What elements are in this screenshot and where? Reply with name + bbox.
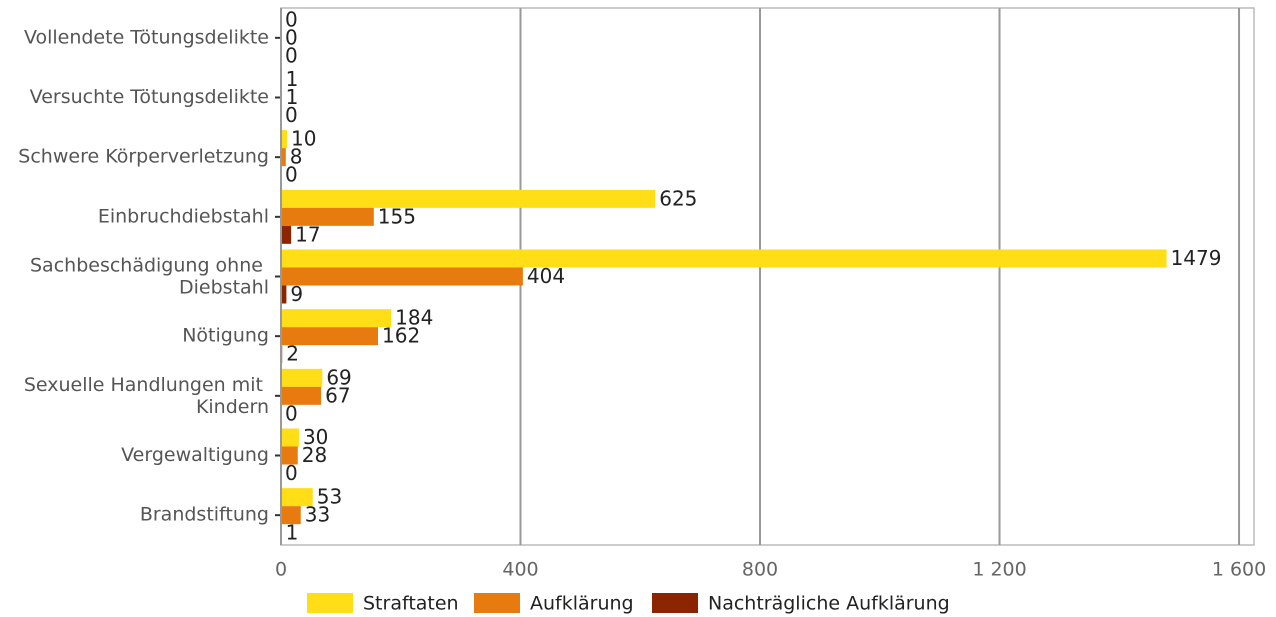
y-tick-label: Schwere Körperverletzung xyxy=(18,146,269,168)
value-label: 162 xyxy=(382,324,420,348)
x-tick-label: 0 xyxy=(275,559,287,581)
legend-label: Straftaten xyxy=(363,593,459,615)
value-label: 625 xyxy=(659,186,697,210)
value-label: 10 xyxy=(291,127,316,151)
y-tick-label: Versuchte Tötungsdelikte xyxy=(30,86,269,108)
value-label: 0 xyxy=(285,103,298,127)
y-tick-label: Brandstiftung xyxy=(140,504,269,526)
value-label: 0 xyxy=(285,461,298,485)
bar xyxy=(281,207,374,226)
legend-swatch xyxy=(307,593,353,613)
value-label: 8 xyxy=(290,145,303,169)
y-tick-label: Sachbeschädigung ohne Diebstahl xyxy=(30,254,269,298)
value-label: 0 xyxy=(285,43,298,67)
value-label: 28 xyxy=(302,443,327,467)
value-label: 1 xyxy=(286,67,299,91)
value-label: 67 xyxy=(325,383,350,407)
value-label: 1 xyxy=(286,521,299,545)
x-tick-label: 1 200 xyxy=(972,559,1026,581)
bar xyxy=(281,249,1167,268)
bar xyxy=(281,428,299,447)
bar xyxy=(281,446,298,465)
x-tick-label: 800 xyxy=(742,559,778,581)
value-label: 69 xyxy=(326,365,351,389)
bar xyxy=(281,267,523,286)
bar xyxy=(281,285,287,304)
legend-swatch xyxy=(474,593,520,613)
bar xyxy=(281,130,287,149)
value-label: 155 xyxy=(378,204,416,228)
value-label: 33 xyxy=(305,503,330,527)
bar xyxy=(281,189,656,208)
value-label: 0 xyxy=(285,25,298,49)
legend-swatch xyxy=(652,593,698,613)
value-label: 1 xyxy=(286,85,299,109)
value-label: 30 xyxy=(303,425,328,449)
value-label: 9 xyxy=(290,282,303,306)
value-label: 1479 xyxy=(1171,246,1222,270)
value-label: 2 xyxy=(286,342,299,366)
bar xyxy=(281,368,323,387)
bar xyxy=(281,488,313,507)
value-label: 0 xyxy=(285,401,298,425)
value-label: 17 xyxy=(295,222,320,246)
y-tick-label: Nötigung xyxy=(182,325,269,347)
value-label: 184 xyxy=(395,306,433,330)
bar xyxy=(281,225,292,244)
bar xyxy=(281,327,379,346)
value-label: 53 xyxy=(317,485,342,509)
x-tick-label: 1 600 xyxy=(1212,559,1266,581)
value-label: 404 xyxy=(527,264,565,288)
value-label: 0 xyxy=(285,163,298,187)
bar xyxy=(281,386,322,405)
bar xyxy=(281,148,286,167)
bar xyxy=(281,309,392,328)
y-tick-label: Sexuelle Handlungen mit Kindern xyxy=(24,373,269,417)
y-tick-label: Vergewaltigung xyxy=(121,444,269,466)
bar xyxy=(281,506,301,525)
y-tick-label: Einbruchdiebstahl xyxy=(98,205,269,227)
y-tick-label: Vollendete Tötungsdelikte xyxy=(24,26,269,48)
x-tick-label: 400 xyxy=(502,559,538,581)
legend-label: Nachträgliche Aufklärung xyxy=(708,593,950,615)
legend-label: Aufklärung xyxy=(530,593,634,615)
value-label: 0 xyxy=(285,7,298,31)
